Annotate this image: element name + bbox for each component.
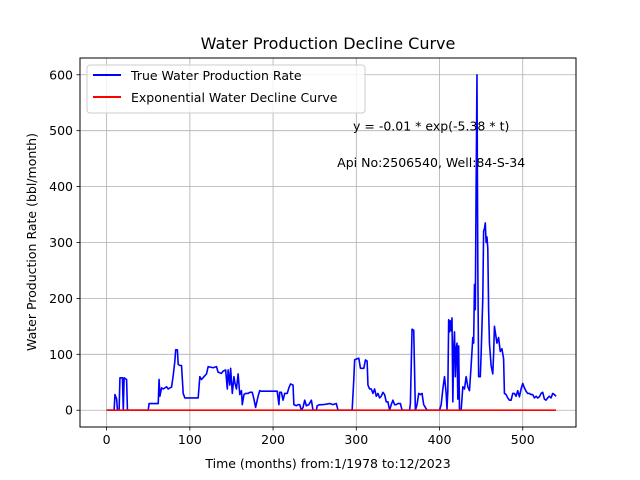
x-tick-label: 300 (344, 432, 368, 447)
equation-annotation: y = -0.01 * exp(-5.38 * t) (353, 119, 509, 134)
y-tick-label: 400 (49, 179, 73, 194)
y-tick-label: 300 (49, 235, 73, 250)
y-tick-label: 600 (49, 67, 73, 82)
y-tick-label: 0 (65, 403, 73, 418)
x-tick-label: 0 (103, 432, 111, 447)
grid-lines (80, 58, 576, 427)
x-tick-label: 100 (178, 432, 202, 447)
y-axis: 0 100 200 300 400 500 600 (49, 67, 80, 418)
x-tick-label: 500 (511, 432, 535, 447)
series-layer (106, 73, 557, 412)
y-tick-label: 500 (49, 123, 73, 138)
legend-label-true-rate: True Water Production Rate (130, 68, 302, 83)
series-line-0 (106, 73, 557, 412)
y-tick-label: 200 (49, 291, 73, 306)
chart-title: Water Production Decline Curve (201, 34, 456, 53)
legend-box (86, 64, 366, 114)
x-axis: 0 100 200 300 400 500 (103, 427, 535, 447)
x-tick-label: 400 (428, 432, 452, 447)
well-annotation: Api No:2506540, Well:84-S-34 (337, 155, 525, 170)
x-axis-label: Time (months) from:1/1978 to:12/2023 (204, 456, 450, 471)
y-tick-label: 100 (49, 347, 73, 362)
legend-label-exponential: Exponential Water Decline Curve (131, 90, 338, 105)
x-tick-label: 200 (261, 432, 285, 447)
y-axis-label: Water Production Rate (bbl/month) (24, 133, 39, 351)
legend: True Water Production Rate Exponential W… (86, 64, 366, 114)
